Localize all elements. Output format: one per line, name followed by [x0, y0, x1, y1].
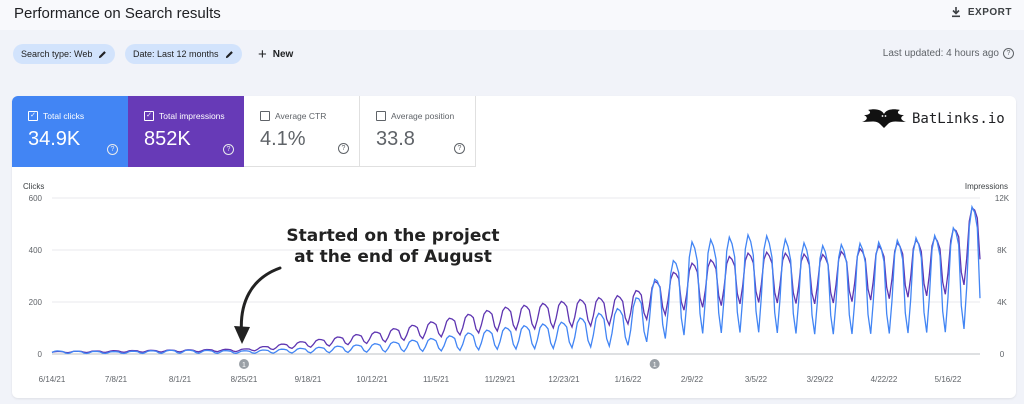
x-tick-label: 3/5/22: [745, 375, 768, 384]
annotation-marker: [649, 359, 660, 369]
left-tick-label: 0: [38, 350, 43, 359]
impressions-series-line: [51, 206, 981, 354]
performance-card: ✓ Total clicks 34.9K ? ✓ Total impressions…: [12, 96, 1016, 398]
checkbox-checked-icon: ✓: [144, 111, 154, 121]
x-tick-label: 8/1/21: [169, 375, 192, 384]
checkbox-checked-icon: ✓: [28, 111, 38, 121]
new-filter-button[interactable]: + New: [258, 46, 293, 63]
date-label: Date: Last 12 months: [133, 49, 219, 59]
search-type-chip[interactable]: Search type: Web: [13, 44, 116, 64]
annotation-marker-label: 1: [653, 362, 657, 369]
annotation-line-2: at the end of August: [294, 247, 492, 267]
brand-text: BatLinks.io: [912, 111, 1005, 127]
help-icon[interactable]: ?: [223, 144, 234, 155]
x-tick-label: 5/16/22: [935, 375, 962, 384]
x-tick-label: 11/5/21: [423, 375, 450, 384]
search-type-label: Search type: Web: [21, 49, 93, 59]
right-tick-label: 8K: [997, 246, 1007, 255]
metric-value: 4.1%: [260, 128, 306, 150]
export-button[interactable]: EXPORT: [950, 6, 1012, 18]
x-tick-label: 12/23/21: [548, 375, 580, 384]
annotation-marker-label: 1: [242, 362, 246, 369]
metric-average-ctr[interactable]: Average CTR 4.1% ?: [244, 96, 360, 167]
annotation-marker: [239, 359, 249, 369]
metric-value: 852K: [144, 128, 191, 150]
left-tick-label: 200: [29, 298, 43, 307]
left-tick-label: 400: [29, 246, 43, 255]
metric-total-impressions[interactable]: ✓ Total impressions 852K ?: [128, 96, 244, 167]
metric-average-position[interactable]: Average position 33.8 ?: [360, 96, 476, 167]
date-chip[interactable]: Date: Last 12 months: [125, 44, 242, 64]
right-tick-label: 12K: [995, 194, 1010, 203]
x-tick-label: 9/18/21: [295, 375, 322, 384]
pencil-icon: [225, 50, 233, 58]
metric-label: Total impressions: [159, 111, 225, 121]
help-icon[interactable]: ?: [1003, 48, 1014, 59]
metric-value: 34.9K: [28, 128, 81, 150]
left-tick-label: 600: [29, 194, 43, 203]
metric-total-clicks[interactable]: ✓ Total clicks 34.9K ?: [12, 96, 128, 167]
last-updated: Last updated: 4 hours ago ?: [883, 48, 1014, 59]
metric-label: Average position: [391, 111, 455, 121]
x-tick-label: 3/29/22: [807, 375, 834, 384]
metric-label: Average CTR: [275, 111, 327, 121]
new-label: New: [272, 49, 294, 60]
annotation-line-1: Started on the project: [286, 226, 500, 246]
right-tick-label: 0: [1000, 350, 1005, 359]
brand-logo: BatLinks.io: [858, 106, 1005, 132]
x-tick-label: 4/22/22: [871, 375, 898, 384]
download-icon: [951, 7, 960, 18]
right-axis-title: Impressions: [964, 182, 1008, 191]
checkbox-unchecked-icon: [260, 111, 270, 121]
help-icon[interactable]: ?: [338, 143, 349, 154]
metric-value: 33.8: [376, 128, 415, 150]
annotation-text: Started on the project at the end of Aug…: [280, 226, 506, 268]
x-tick-label: 6/14/21: [39, 375, 66, 384]
help-icon[interactable]: ?: [454, 143, 465, 154]
top-bar: Performance on Search results EXPORT: [0, 0, 1024, 30]
x-tick-label: 8/25/21: [231, 375, 258, 384]
annotation-arrow-head: [234, 326, 250, 344]
plus-icon: +: [258, 46, 267, 63]
help-icon[interactable]: ?: [107, 144, 118, 155]
x-tick-label: 11/29/21: [485, 375, 516, 384]
checkbox-unchecked-icon: [376, 111, 386, 121]
left-axis-title: Clicks: [23, 182, 45, 191]
x-tick-label: 10/12/21: [356, 375, 388, 384]
x-tick-label: 7/8/21: [105, 375, 128, 384]
performance-chart: 0 200 400 600 0 4K 8K 12K 6/14/21 7/8/21 8/1/21 8/2…: [29, 194, 1010, 384]
pencil-icon: [99, 50, 107, 58]
last-updated-text: Last updated: 4 hours ago: [882, 48, 999, 59]
x-tick-label: 2/9/22: [681, 375, 704, 384]
x-tick-label: 1/16/22: [615, 375, 642, 384]
clicks-series-line: [51, 204, 981, 355]
right-tick-label: 4K: [997, 298, 1007, 307]
metric-label: Total clicks: [43, 111, 85, 121]
export-label: EXPORT: [967, 6, 1012, 18]
bat-icon: [862, 109, 906, 128]
page-title: Performance on Search results: [14, 5, 221, 22]
